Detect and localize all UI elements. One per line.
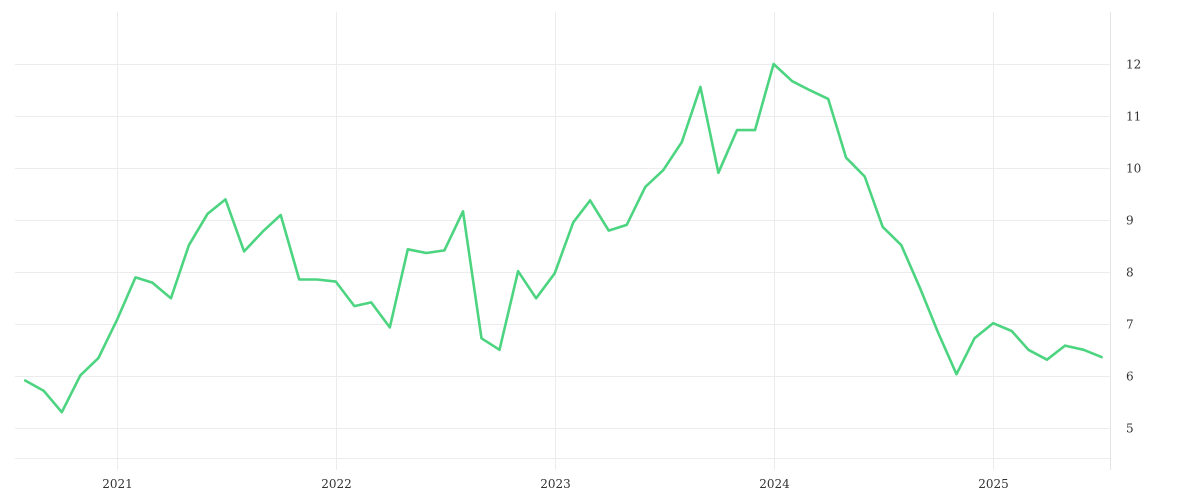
x-tick-label: 2021 [102,477,133,491]
x-tick-label: 2022 [321,477,352,491]
x-tick-label: 2024 [759,477,790,491]
y-tick-label: 12 [1126,58,1141,72]
grid-layer [15,12,1110,470]
series-line [23,62,1103,414]
y-tick-label: 6 [1126,370,1134,384]
y-tick-label: 5 [1126,422,1134,436]
x-tick-label: 2023 [540,477,571,491]
series-layer [23,62,1103,414]
y-tick-label: 11 [1126,110,1141,124]
y-tick-label: 9 [1126,214,1134,228]
tick-label-layer: 5 6 7 8 9 10 11 12 2021 2022 2023 2024 2025 [102,58,1141,492]
y-tick-label: 7 [1126,318,1134,332]
x-tick-label: 2025 [978,477,1009,491]
y-tick-label: 8 [1126,266,1134,280]
y-tick-label: 10 [1126,162,1141,176]
